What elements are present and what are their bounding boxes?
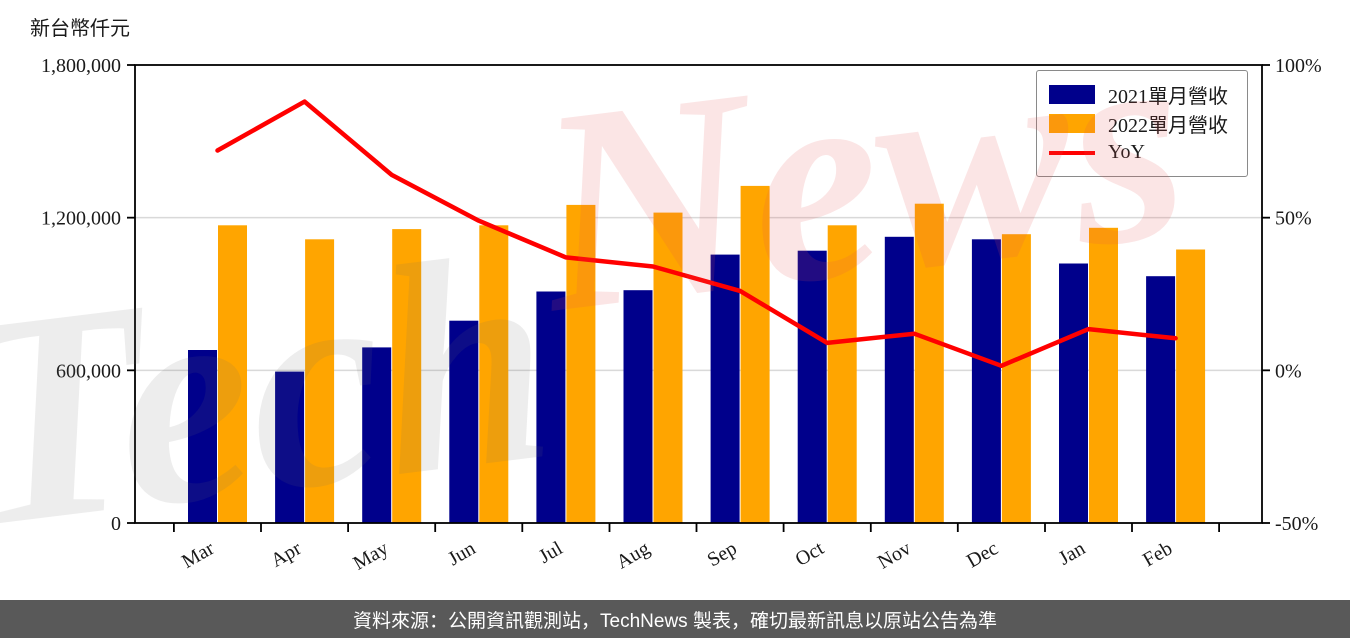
legend-item-2022: 2022單月營收: [1049, 110, 1235, 137]
revenue-yoy-chart: 0 600,000 1,200,000 1,800,000 -50% 0% 50% 100% M…: [41, 55, 1322, 575]
svg-text:Aug: Aug: [613, 537, 654, 573]
svg-text:0%: 0%: [1275, 360, 1302, 382]
svg-text:Feb: Feb: [1139, 537, 1176, 571]
svg-text:Jul: Jul: [535, 537, 567, 568]
bars-2022: [218, 185, 1206, 524]
svg-text:1,200,000: 1,200,000: [41, 208, 121, 230]
legend-label-2021: 2021單月營收: [1108, 86, 1228, 108]
axis-unit-label: 新台幣仟元: [30, 18, 130, 40]
legend-swatch-2021-icon: [1049, 85, 1095, 104]
legend-label-2022: 2022單月營收: [1108, 115, 1228, 137]
legend-swatch-2022-icon: [1049, 114, 1095, 133]
plot-frame: [134, 64, 1263, 524]
legend-item-yoy: YoY: [1049, 139, 1235, 166]
svg-text:0: 0: [111, 513, 121, 535]
svg-text:Nov: Nov: [874, 537, 915, 573]
svg-text:Dec: Dec: [963, 537, 1002, 572]
svg-text:May: May: [349, 537, 392, 574]
svg-text:Mar: Mar: [178, 537, 218, 573]
svg-text:1,800,000: 1,800,000: [41, 55, 121, 77]
yoy-line: [215, 99, 1178, 369]
svg-text:Jan: Jan: [1055, 537, 1089, 569]
y-axis-right: -50% 0% 50% 100%: [1262, 55, 1322, 535]
y-axis-left: 0 600,000 1,200,000 1,800,000: [41, 55, 135, 535]
svg-text:Sep: Sep: [704, 537, 741, 571]
legend: 2021單月營收 2022單月營收 YoY: [1036, 70, 1248, 177]
svg-text:Jun: Jun: [444, 537, 479, 570]
legend-item-2021: 2021單月營收: [1049, 81, 1235, 108]
bars-2021: [188, 236, 1176, 524]
svg-text:600,000: 600,000: [56, 360, 121, 382]
svg-text:100%: 100%: [1275, 55, 1322, 77]
legend-label-yoy: YoY: [1108, 141, 1145, 163]
x-axis: Mar Apr May Jun Jul Aug Sep Oct Nov Dec Jan Feb: [172, 523, 1220, 575]
svg-text:-50%: -50%: [1275, 513, 1318, 535]
footer-source-text: 資料來源：公開資訊觀測站，TechNews 製表，確切最新訊息以原站公告為準: [353, 610, 997, 632]
svg-text:50%: 50%: [1275, 208, 1312, 230]
legend-line-yoy-icon: [1049, 150, 1095, 155]
footer-bar: 資料來源：公開資訊觀測站，TechNews 製表，確切最新訊息以原站公告為準: [0, 600, 1350, 638]
svg-text:Apr: Apr: [267, 537, 305, 572]
svg-text:Oct: Oct: [792, 537, 828, 571]
